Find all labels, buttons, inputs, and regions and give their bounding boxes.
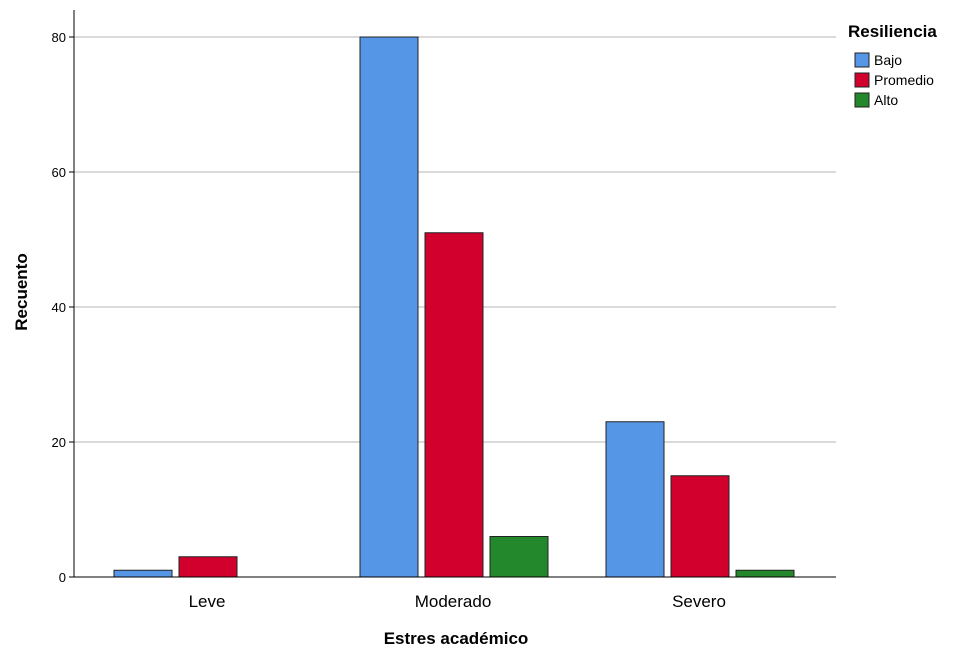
x-axis-title: Estres académico — [384, 629, 529, 648]
legend-label-alto: Alto — [874, 92, 898, 108]
legend-swatch-bajo — [854, 52, 870, 68]
legend: Resiliencia Bajo Promedio Alto — [848, 22, 937, 108]
legend-title: Resiliencia — [848, 22, 937, 41]
x-category-label: Leve — [189, 592, 226, 611]
bar-leve-bajo — [113, 569, 173, 578]
bar-moderado-bajo — [359, 36, 419, 578]
y-tick-label: 60 — [52, 165, 66, 180]
y-tick-label: 20 — [52, 435, 66, 450]
x-category-label: Moderado — [415, 592, 492, 611]
bar-severo-bajo — [605, 421, 665, 578]
y-tick-label: 40 — [52, 300, 66, 315]
y-tick-label: 80 — [52, 30, 66, 45]
bar-moderado-alto — [489, 536, 549, 578]
bars — [113, 36, 795, 578]
legend-swatch-alto — [854, 92, 870, 108]
tick-labels: 0 20 40 60 80 Leve Moderado Severo — [52, 30, 726, 611]
legend-swatch-promedio — [854, 72, 870, 88]
bar-leve-promedio — [178, 556, 238, 578]
x-category-label: Severo — [672, 592, 726, 611]
y-axis-title: Recuento — [12, 253, 31, 330]
y-tick-label: 0 — [59, 570, 66, 585]
legend-label-promedio: Promedio — [874, 72, 934, 88]
bar-moderado-promedio — [424, 232, 484, 578]
bar-severo-alto — [735, 569, 795, 578]
axes — [73, 10, 836, 578]
legend-label-bajo: Bajo — [874, 52, 902, 68]
bar-severo-promedio — [670, 475, 730, 578]
